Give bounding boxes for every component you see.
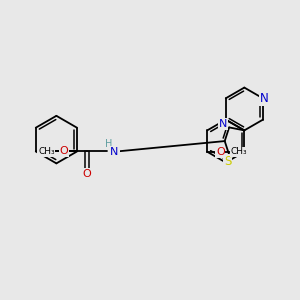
- Text: CH₃: CH₃: [38, 147, 55, 156]
- Text: N: N: [110, 147, 119, 157]
- Text: CH₃: CH₃: [230, 147, 247, 156]
- Text: N: N: [260, 92, 269, 105]
- Text: O: O: [44, 146, 53, 157]
- Text: O: O: [82, 169, 91, 179]
- Text: H: H: [105, 139, 112, 149]
- Text: S: S: [224, 155, 232, 168]
- Text: N: N: [218, 119, 227, 129]
- Text: O: O: [59, 146, 68, 157]
- Text: O: O: [216, 147, 225, 157]
